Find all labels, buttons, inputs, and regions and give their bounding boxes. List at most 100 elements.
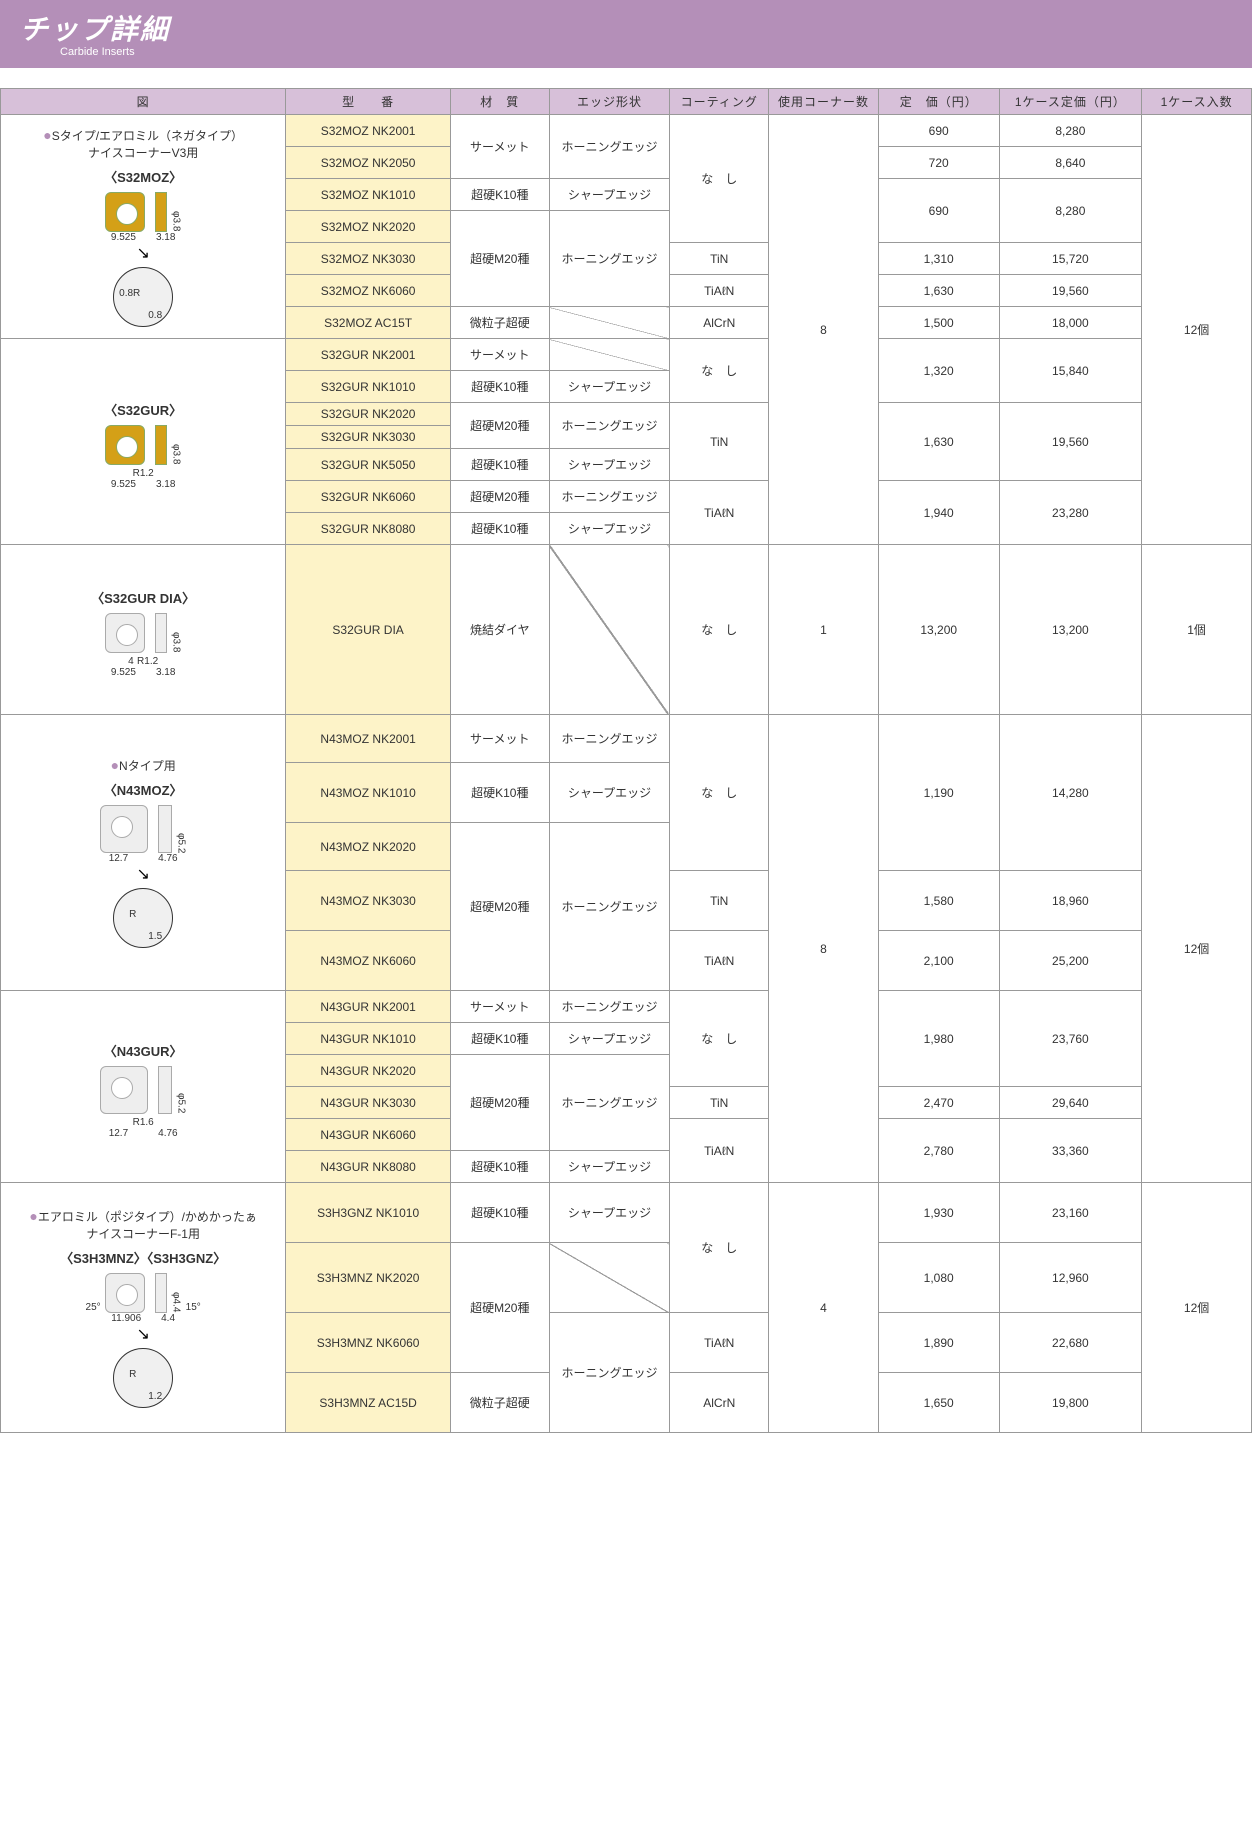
insert-top-icon: [100, 1066, 148, 1114]
cell-model: S32MOZ NK2050: [286, 147, 451, 179]
cell-edge-cross: [549, 1243, 670, 1313]
cell-case-qty: 12個: [1142, 1183, 1252, 1433]
cell-coating: TiAℓN: [670, 275, 769, 307]
col-edge: エッジ形状: [549, 89, 670, 115]
bullet-icon: ●: [29, 1208, 37, 1224]
cell-edge: シャープエッジ: [549, 179, 670, 211]
cell-edge-cross: [549, 307, 670, 339]
cell-case-price: 22,680: [999, 1313, 1142, 1373]
dim-d: φ5.2: [176, 1093, 187, 1113]
bullet-icon: ●: [43, 127, 51, 143]
cell-model: N43GUR NK1010: [286, 1023, 451, 1055]
table-row: 〈S32GUR DIA〉 φ3.8 4 R1.2 9.5253.18 S32GU…: [1, 545, 1252, 715]
dim-d: φ3.8: [171, 211, 182, 231]
figure-s32gur-dia: 〈S32GUR DIA〉 φ3.8 4 R1.2 9.5253.18: [1, 545, 286, 715]
insert-top-icon: [105, 613, 145, 653]
cell-case-price: 12,960: [999, 1243, 1142, 1313]
cell-case-price: 33,360: [999, 1119, 1142, 1183]
dim-r: 0.8R: [119, 288, 140, 299]
cell-material: 超硬K10種: [450, 449, 549, 481]
cell-material: 超硬K10種: [450, 1183, 549, 1243]
cell-model: S32GUR NK8080: [286, 513, 451, 545]
cell-model: S32MOZ NK6060: [286, 275, 451, 307]
cell-model: S32MOZ NK1010: [286, 179, 451, 211]
cell-edge: ホーニングエッジ: [549, 991, 670, 1023]
dim-t: 4.4: [161, 1313, 175, 1324]
cell-material: 超硬M20種: [450, 481, 549, 513]
cell-edge: ホーニングエッジ: [549, 403, 670, 449]
cell-model: N43MOZ NK2001: [286, 715, 451, 763]
insert-top-icon: [105, 1273, 145, 1313]
table-row: 〈S32GUR〉 φ3.8 R1.2 9.5253.18 S32GUR NK20…: [1, 339, 1252, 371]
cell-case-price: 19,560: [999, 403, 1142, 481]
cell-case-price: 18,000: [999, 307, 1142, 339]
cell-case-price: 29,640: [999, 1087, 1142, 1119]
cell-material: 超硬K10種: [450, 1023, 549, 1055]
diagram-s3h3: 25° φ4.4 15° 11.9064.4 ↘ R1.2: [3, 1273, 283, 1408]
dim-r: R1.6: [133, 1117, 154, 1128]
diagram-n43gur: φ5.2 R1.6 12.74.76: [3, 1066, 283, 1139]
figure-n43gur: 〈N43GUR〉 φ5.2 R1.6 12.74.76: [1, 991, 286, 1183]
cell-material: 超硬K10種: [450, 371, 549, 403]
cell-price: 1,310: [878, 243, 999, 275]
insert-side-icon: [158, 1066, 172, 1114]
cell-material: 超硬M20種: [450, 211, 549, 307]
dim-t: 4.76: [158, 853, 177, 864]
bullet-icon: ●: [111, 757, 119, 773]
cell-edge: シャープエッジ: [549, 371, 670, 403]
cell-coating: TiAℓN: [670, 1313, 769, 1373]
cell-model: N43GUR NK8080: [286, 1151, 451, 1183]
cell-case-price: 8,640: [999, 147, 1142, 179]
fig-label: 〈N43GUR〉: [3, 1041, 283, 1060]
dim-r: R: [129, 1369, 136, 1380]
cell-edge: ホーニングエッジ: [549, 1055, 670, 1151]
diagram-n43moz: φ5.2 12.74.76 ↘ R1.5: [3, 805, 283, 948]
fig-label: 〈S32MOZ〉: [3, 167, 283, 186]
dim-d: φ5.2: [176, 833, 187, 853]
dim-a1: 25°: [86, 1302, 101, 1313]
insert-top-icon: [105, 192, 145, 232]
cell-coating: な し: [670, 1183, 769, 1313]
zoom-icon: R1.5: [113, 888, 173, 948]
insert-top-icon: [105, 425, 145, 465]
cell-material: 超硬K10種: [450, 179, 549, 211]
cell-material: 超硬K10種: [450, 763, 549, 823]
cell-price: 13,200: [878, 545, 999, 715]
cell-case-price: 19,800: [999, 1373, 1142, 1433]
fig-label: 〈S32GUR DIA〉: [3, 588, 283, 607]
cell-model: N43GUR NK3030: [286, 1087, 451, 1119]
insert-side-icon: [155, 425, 167, 465]
cell-price: 2,470: [878, 1087, 999, 1119]
cell-case-price: 18,960: [999, 871, 1142, 931]
cell-coating: な し: [670, 115, 769, 243]
dim-off: 4: [128, 656, 134, 667]
cell-model: N43GUR NK2020: [286, 1055, 451, 1087]
cell-price: 1,190: [878, 715, 999, 871]
cell-model: S3H3MNZ AC15D: [286, 1373, 451, 1433]
figure-n43moz: ●Nタイプ用 〈N43MOZ〉 φ5.2 12.74.76 ↘ R1.5: [1, 715, 286, 991]
cell-material: サーメット: [450, 115, 549, 179]
cell-coating: AlCrN: [670, 307, 769, 339]
cell-model: S32MOZ NK2001: [286, 115, 451, 147]
cell-price: 1,500: [878, 307, 999, 339]
cell-model: S3H3MNZ NK2020: [286, 1243, 451, 1313]
cell-corners: 8: [769, 715, 879, 1183]
cell-price: 2,780: [878, 1119, 999, 1183]
cell-edge: シャープエッジ: [549, 513, 670, 545]
cell-price: 690: [878, 179, 999, 243]
dim-r2: 1.5: [148, 931, 162, 942]
cell-model: S3H3MNZ NK6060: [286, 1313, 451, 1373]
fig-heading: Sタイプ/エアロミル（ネガタイプ）: [52, 129, 243, 143]
cell-edge: シャープエッジ: [549, 1023, 670, 1055]
cell-price: 1,930: [878, 1183, 999, 1243]
insert-side-icon: [155, 1273, 167, 1313]
zoom-icon: R1.2: [113, 1348, 173, 1408]
col-case-price: 1ケース定価（円）: [999, 89, 1142, 115]
cell-case-price: 15,840: [999, 339, 1142, 403]
cell-edge: ホーニングエッジ: [549, 481, 670, 513]
cell-material: 微粒子超硬: [450, 307, 549, 339]
cell-price: 1,650: [878, 1373, 999, 1433]
cell-coating: な し: [670, 545, 769, 715]
table-row: ●Sタイプ/エアロミル（ネガタイプ） ナイスコーナーV3用 〈S32MOZ〉 φ…: [1, 115, 1252, 147]
dim-w: 12.7: [109, 853, 128, 864]
